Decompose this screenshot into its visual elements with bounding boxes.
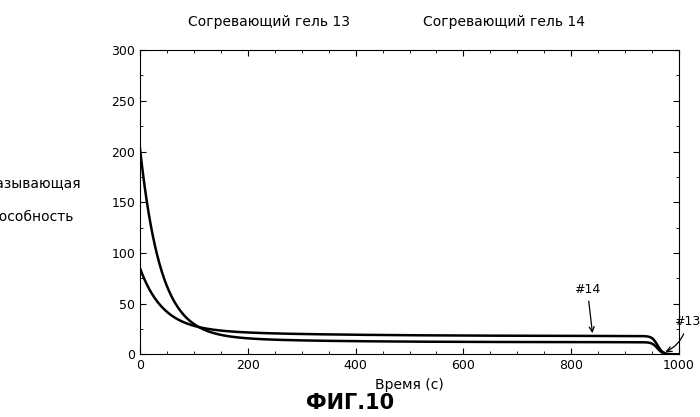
Text: #14: #14 (574, 283, 601, 332)
Text: Смазывающая: Смазывающая (0, 176, 80, 191)
Text: Согревающий гель 14: Согревающий гель 14 (423, 15, 585, 29)
Text: Согревающий гель 13: Согревающий гель 13 (188, 15, 351, 29)
Text: ФИГ.10: ФИГ.10 (306, 393, 394, 413)
Text: #13: #13 (666, 316, 700, 352)
X-axis label: Время (с): Время (с) (375, 378, 444, 392)
Text: способность: способность (0, 210, 74, 224)
